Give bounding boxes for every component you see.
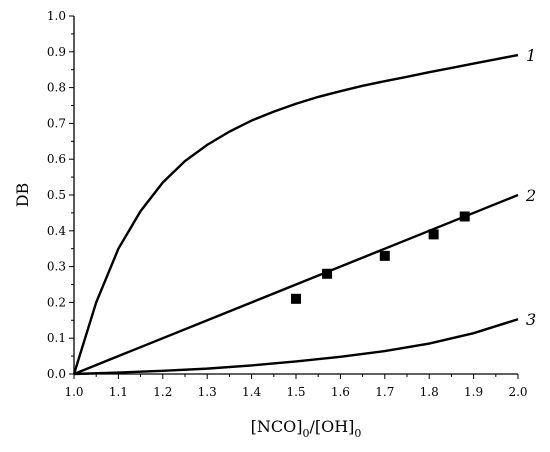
x-tick-label: 1.1	[109, 385, 128, 399]
y-tick-label: 0.4	[47, 224, 66, 238]
y-tick-label: 0.0	[47, 367, 66, 381]
y-tick-label: 0.2	[47, 295, 66, 309]
x-tick-label: 1.6	[331, 385, 350, 399]
plot-area: 1 2 3	[72, 46, 536, 376]
y-axis-ticks: 0.0 0.1 0.2 0.3 0.4 0.5 0.6 0.7 0.8 0.9 1.0	[47, 9, 74, 381]
series-line-3	[73, 318, 519, 376]
data-point-marker	[291, 293, 301, 304]
data-point-marker	[322, 268, 333, 279]
x-tick-label: 1.4	[242, 385, 261, 399]
x-tick-label: 1.7	[375, 385, 394, 399]
y-axis-title: DB	[13, 183, 32, 208]
y-tick-label: 0.1	[47, 331, 66, 345]
x-axis-ticks: 1.0 1.1 1.2 1.3 1.4 1.5 1.6 1.7 1.8 1.9 2.0	[64, 374, 528, 399]
axes	[73, 16, 518, 375]
data-point-marker	[428, 229, 439, 240]
y-tick-label: 0.3	[47, 260, 66, 274]
x-axis-title-subscript: 0	[354, 427, 361, 440]
x-tick-label: 1.8	[420, 385, 439, 399]
y-tick-label: 0.7	[47, 116, 66, 130]
x-tick-label: 1.9	[464, 385, 483, 399]
x-tick-label: 1.0	[64, 385, 83, 399]
y-tick-label: 0.5	[47, 188, 66, 202]
series-label-1: 1	[526, 46, 536, 65]
x-tick-label: 1.5	[286, 385, 305, 399]
series-line-2	[73, 193, 519, 376]
series-label-3: 3	[526, 310, 536, 329]
series-label-2: 2	[525, 186, 536, 205]
data-point-marker	[459, 211, 470, 222]
x-tick-label: 2.0	[508, 385, 527, 399]
y-tick-label: 0.9	[47, 45, 66, 59]
x-tick-label: 1.3	[198, 385, 217, 399]
y-tick-label: 0.6	[47, 152, 66, 166]
series-line-1	[72, 53, 519, 375]
x-axis-title: [NCO]0/[OH]0	[251, 417, 362, 440]
data-point-marker	[379, 250, 390, 261]
y-tick-label: 1.0	[47, 9, 66, 23]
x-axis-title-part: [NCO]	[251, 417, 303, 436]
x-axis-title-subscript: 0	[302, 427, 309, 440]
y-tick-label: 0.8	[47, 81, 66, 95]
x-tick-label: 1.2	[153, 385, 172, 399]
x-axis-title-part: /[OH]	[309, 417, 354, 436]
